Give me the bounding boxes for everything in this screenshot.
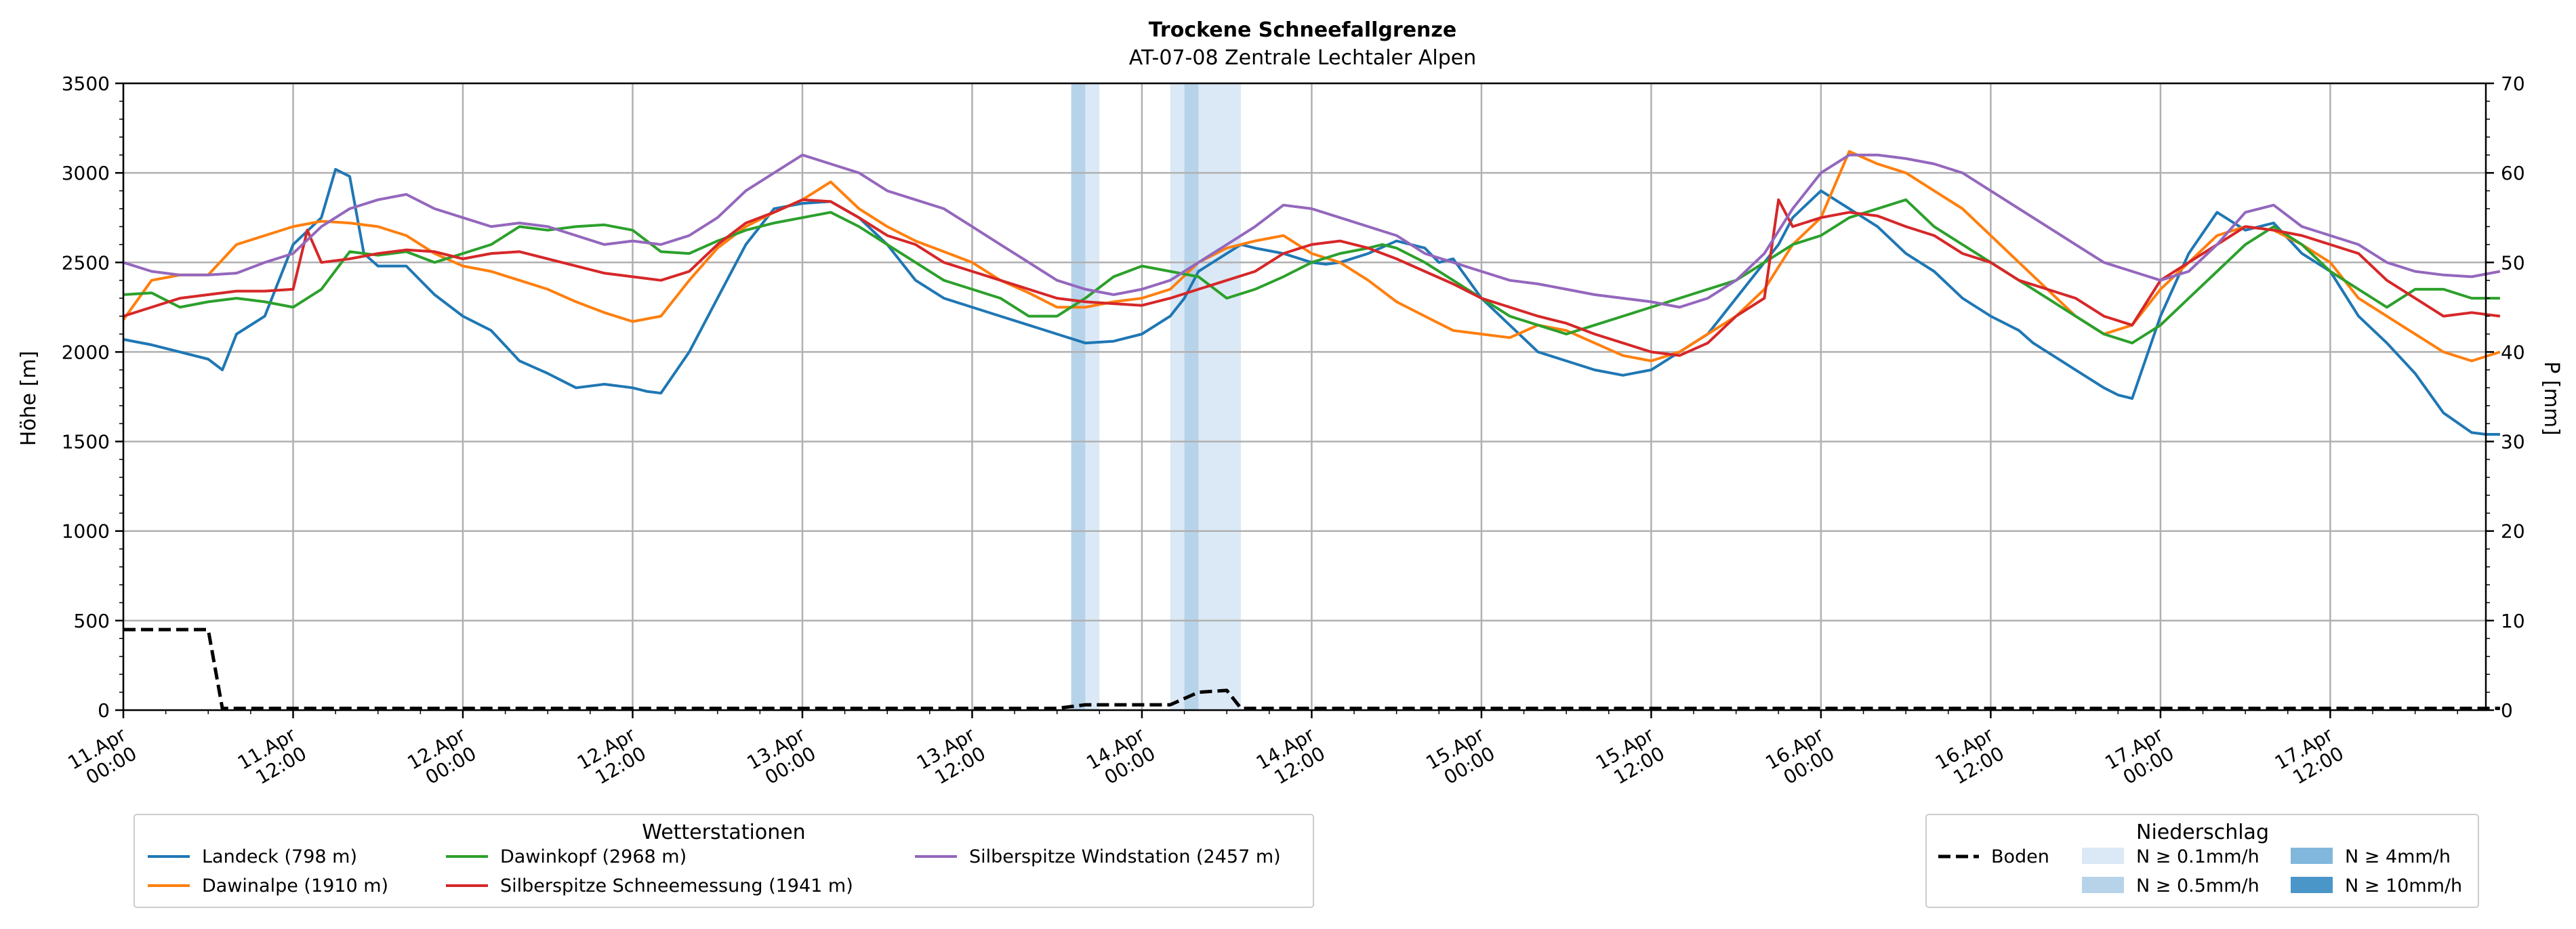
legend-precipitation: Niederschlag Boden N ≥ 0.1mm/h N ≥ 0.5mm/h… <box>1925 814 2479 908</box>
legend-weather-stations: Wetterstationen Landeck (798 m) Dawinalpe… <box>134 814 1314 908</box>
legend-precip-label-0: N ≥ 0.1mm/h <box>2136 846 2260 867</box>
y2-tick-label-6: 60 <box>2501 162 2525 184</box>
series-line-0 <box>123 167 2500 436</box>
y-tick-label-6: 3000 <box>62 162 110 184</box>
y2-tick-label-0: 0 <box>2501 699 2513 722</box>
y2-tick-label-1: 10 <box>2501 610 2525 632</box>
precip-band-1 <box>1085 83 1100 710</box>
y-axis-label: Höhe [m] <box>17 351 41 447</box>
legend-precip-swatch-2 <box>2291 848 2333 864</box>
y2-tick-label-2: 20 <box>2501 520 2525 543</box>
precip-band-3 <box>1184 83 1199 710</box>
chart-subtitle: AT-07-08 Zentrale Lechtaler Alpen <box>1129 46 1476 70</box>
series-line-3 <box>123 198 2501 357</box>
legend-station-label-3: Silberspitze Schneemessung (1941 m) <box>500 875 853 896</box>
y-tick-label-5: 2500 <box>62 251 110 274</box>
chart-title: Trockene Schneefallgrenze <box>1149 18 1456 42</box>
legend-ground-label: Boden <box>1991 846 2049 867</box>
legend-station-label-0: Landeck (798 m) <box>202 846 357 867</box>
series-line-5 <box>123 627 2500 710</box>
legend-precip-label-3: N ≥ 10mm/h <box>2345 875 2462 896</box>
y-tick-label-3: 1500 <box>62 431 110 453</box>
legend-stations-title: Wetterstationen <box>642 821 805 844</box>
series-lines <box>122 150 2501 710</box>
y-tick-label-2: 1000 <box>62 520 110 543</box>
plot-frame <box>122 82 2487 711</box>
y-tick-label-1: 500 <box>74 610 110 632</box>
series-line-4 <box>123 153 2501 309</box>
legend-precip-swatch-1 <box>2082 877 2124 893</box>
y2-tick-label-7: 70 <box>2501 73 2525 95</box>
series-line-2 <box>123 198 2500 345</box>
precip-band-0 <box>1071 83 1086 710</box>
legend-station-label-1: Dawinalpe (1910 m) <box>202 875 388 896</box>
y-tick-label-0: 0 <box>98 699 110 722</box>
y-tick-label-7: 3500 <box>62 73 110 95</box>
precip-band-4 <box>1198 83 1242 710</box>
y2-tick-label-3: 30 <box>2501 431 2525 453</box>
precip-band-2 <box>1170 83 1185 710</box>
y2-tick-label-4: 40 <box>2501 341 2525 363</box>
legend-station-label-4: Silberspitze Windstation (2457 m) <box>969 846 1281 867</box>
legend-precip-title: Niederschlag <box>2136 821 2269 844</box>
y-tick-label-4: 2000 <box>62 341 110 363</box>
legend-precip-label-1: N ≥ 0.5mm/h <box>2136 875 2260 896</box>
legend-precip-swatch-0 <box>2082 848 2124 864</box>
y2-axis-label: P [mm] <box>2539 361 2563 435</box>
legend-precip-swatch-3 <box>2291 877 2333 893</box>
legend-station-label-2: Dawinkopf (2968 m) <box>500 846 687 867</box>
y2-tick-label-5: 50 <box>2501 251 2525 274</box>
precipitation-bands <box>1071 83 1242 710</box>
legend-precip-label-2: N ≥ 4mm/h <box>2345 846 2451 867</box>
